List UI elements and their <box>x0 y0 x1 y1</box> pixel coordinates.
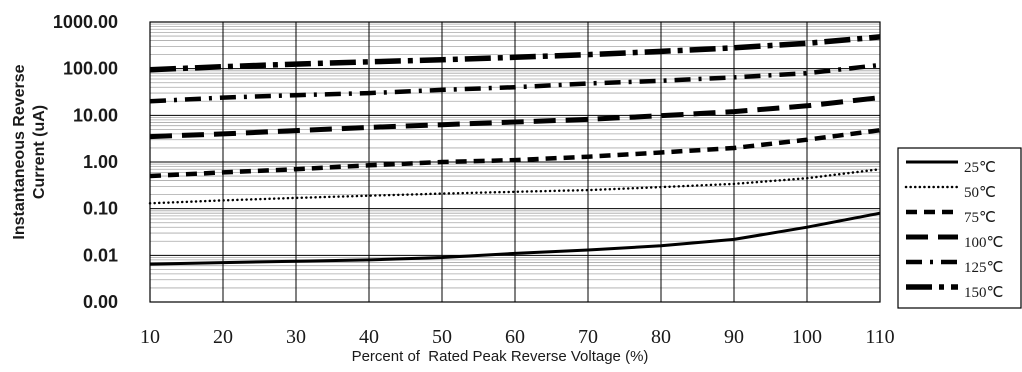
series-line-25c <box>149 211 881 266</box>
x-tick-label: 50 <box>432 326 452 348</box>
x-tick-label: 90 <box>724 326 744 348</box>
legend-label: 75℃ <box>964 210 996 226</box>
plot-area-frame <box>149 21 881 303</box>
legend-label: 25℃ <box>964 160 996 176</box>
x-tick-label: 20 <box>213 326 233 348</box>
x-axis-title: Percent of Rated Peak Reverse Voltage (%… <box>352 348 649 365</box>
x-axis-tick-labels: 10 20 30 40 50 60 70 80 90 100 110 <box>140 326 895 348</box>
x-tick-label: 30 <box>286 326 306 348</box>
y-tick-label: 0.01 <box>83 245 118 265</box>
x-tick-label: 110 <box>865 326 894 348</box>
y-axis-title-line-2: Current (uA) <box>31 105 48 199</box>
x-tick-label: 40 <box>359 326 379 348</box>
x-tick-label: 100 <box>792 326 822 348</box>
y-axis-title-line-1: Instantaneous Reverse <box>11 64 28 239</box>
y-tick-label: 100.00 <box>63 59 118 79</box>
series-line-125c <box>149 62 881 104</box>
y-tick-label: 1000.00 <box>53 12 118 32</box>
legend-items: 25℃ 50℃ 75℃ 100℃ 125℃ 150℃ <box>904 160 1003 301</box>
legend-label: 150℃ <box>964 285 1003 301</box>
series-line-150c <box>149 34 881 73</box>
y-axis-tick-labels: 0.00 0.01 0.10 1.00 10.00 100.00 1000.00 <box>53 12 118 312</box>
legend-label: 125℃ <box>964 260 1003 276</box>
x-tick-label: 80 <box>651 326 671 348</box>
legend-label: 100℃ <box>964 235 1003 251</box>
series-lines <box>148 34 882 266</box>
series-line-75c <box>149 127 881 179</box>
legend: 25℃ 50℃ 75℃ 100℃ 125℃ 150℃ <box>897 147 1022 309</box>
legend-box <box>897 147 1022 309</box>
x-tick-label: 60 <box>505 326 525 348</box>
x-tick-label: 70 <box>578 326 598 348</box>
y-tick-label: 1.00 <box>83 152 118 172</box>
x-tick-label: 10 <box>140 326 160 348</box>
series-line-100c <box>149 95 881 140</box>
y-tick-label: 0.00 <box>83 292 118 312</box>
legend-label: 50℃ <box>964 185 996 201</box>
y-tick-label: 10.00 <box>73 105 118 125</box>
y-tick-label: 0.10 <box>83 199 118 219</box>
major-gridlines <box>149 21 881 303</box>
